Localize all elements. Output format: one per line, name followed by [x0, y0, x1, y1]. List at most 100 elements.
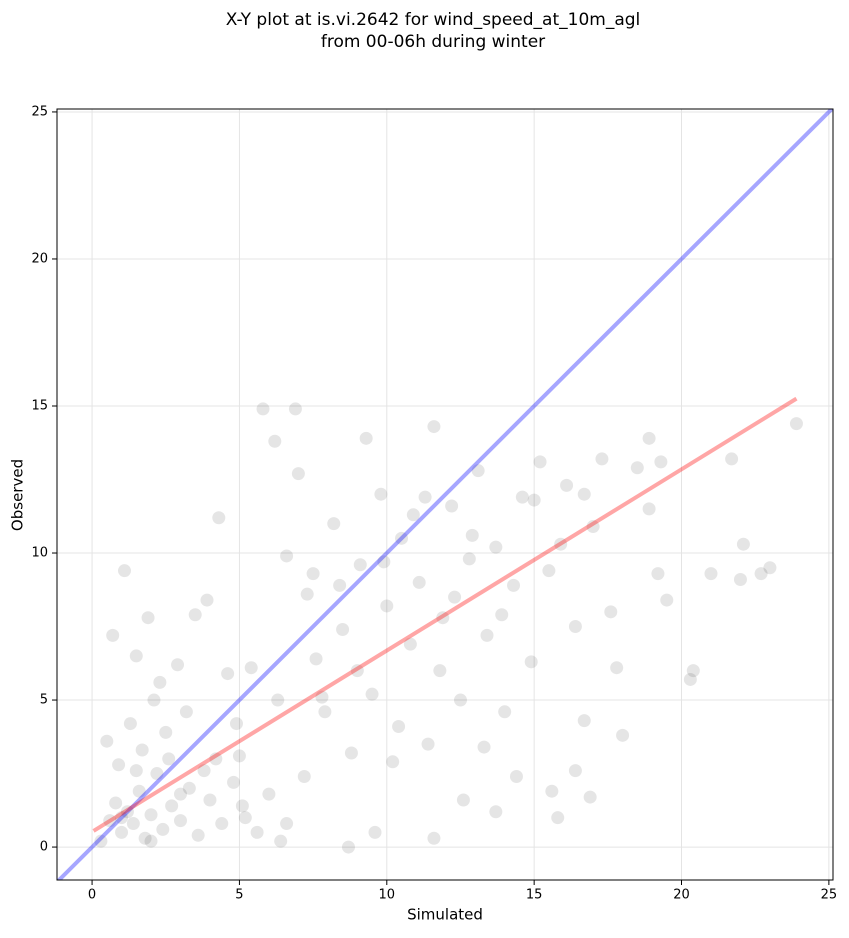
point — [418, 490, 432, 504]
point — [733, 572, 747, 586]
point — [94, 834, 108, 848]
point — [392, 720, 406, 734]
point — [173, 787, 187, 801]
point — [654, 455, 668, 469]
point — [200, 593, 214, 607]
x-tick-label: 0 — [88, 888, 96, 903]
point — [480, 628, 494, 642]
point — [336, 622, 350, 636]
point — [333, 578, 347, 592]
point — [542, 564, 556, 578]
reference-line — [57, 109, 833, 880]
point — [297, 769, 311, 783]
point — [736, 537, 750, 551]
point — [115, 811, 129, 825]
point — [126, 817, 140, 831]
point — [595, 452, 609, 466]
point — [489, 805, 503, 819]
point — [568, 764, 582, 778]
point — [138, 831, 152, 845]
point — [162, 752, 176, 766]
point — [159, 725, 173, 739]
point — [288, 402, 302, 416]
point — [471, 464, 485, 478]
x-tick-label: 10 — [379, 888, 396, 903]
point — [318, 705, 332, 719]
point — [642, 431, 656, 445]
point — [551, 811, 565, 825]
x-tick-label: 20 — [673, 888, 690, 903]
point — [436, 611, 450, 625]
point — [115, 825, 129, 839]
point — [427, 420, 441, 434]
point — [586, 520, 600, 534]
point — [560, 478, 574, 492]
point — [235, 799, 249, 813]
x-tick-label: 25 — [821, 888, 838, 903]
point — [477, 740, 491, 754]
point — [171, 658, 185, 672]
y-tick-label: 25 — [31, 104, 48, 119]
point — [120, 805, 134, 819]
point — [789, 417, 803, 431]
point — [179, 705, 193, 719]
point — [365, 687, 379, 701]
point — [221, 667, 235, 681]
reference-line — [92, 396, 798, 833]
point — [427, 831, 441, 845]
point — [129, 649, 143, 663]
point — [271, 693, 285, 707]
point — [754, 567, 768, 581]
point — [112, 758, 126, 772]
y-tick-label: 0 — [40, 840, 48, 855]
point — [533, 455, 547, 469]
point — [515, 490, 529, 504]
point — [144, 834, 158, 848]
point — [232, 749, 246, 763]
point — [395, 531, 409, 545]
point — [250, 825, 264, 839]
point — [344, 746, 358, 760]
x-tick-label: 5 — [235, 888, 243, 903]
point — [256, 402, 270, 416]
point — [315, 690, 329, 704]
point — [135, 743, 149, 757]
point — [109, 796, 123, 810]
point — [583, 790, 597, 804]
point — [368, 825, 382, 839]
point — [156, 822, 170, 836]
point — [507, 578, 521, 592]
point — [274, 834, 288, 848]
point — [238, 811, 252, 825]
point — [630, 461, 644, 475]
point — [350, 664, 364, 678]
point — [616, 728, 630, 742]
point — [341, 840, 355, 854]
point — [686, 664, 700, 678]
point — [212, 511, 226, 525]
y-tick-label: 10 — [31, 546, 48, 561]
point — [203, 793, 217, 807]
point — [568, 620, 582, 634]
point — [453, 693, 467, 707]
point — [374, 487, 388, 501]
point — [763, 561, 777, 575]
point — [604, 605, 618, 619]
point — [651, 567, 665, 581]
point — [197, 764, 211, 778]
point — [147, 693, 161, 707]
point — [227, 775, 241, 789]
point — [610, 661, 624, 675]
point — [327, 517, 341, 531]
plot-frame — [56, 108, 834, 881]
point — [291, 467, 305, 481]
point — [704, 567, 718, 581]
point — [421, 737, 435, 751]
point — [448, 590, 462, 604]
point — [165, 799, 179, 813]
point — [412, 575, 426, 589]
point — [456, 793, 470, 807]
point — [406, 508, 420, 522]
point — [577, 487, 591, 501]
